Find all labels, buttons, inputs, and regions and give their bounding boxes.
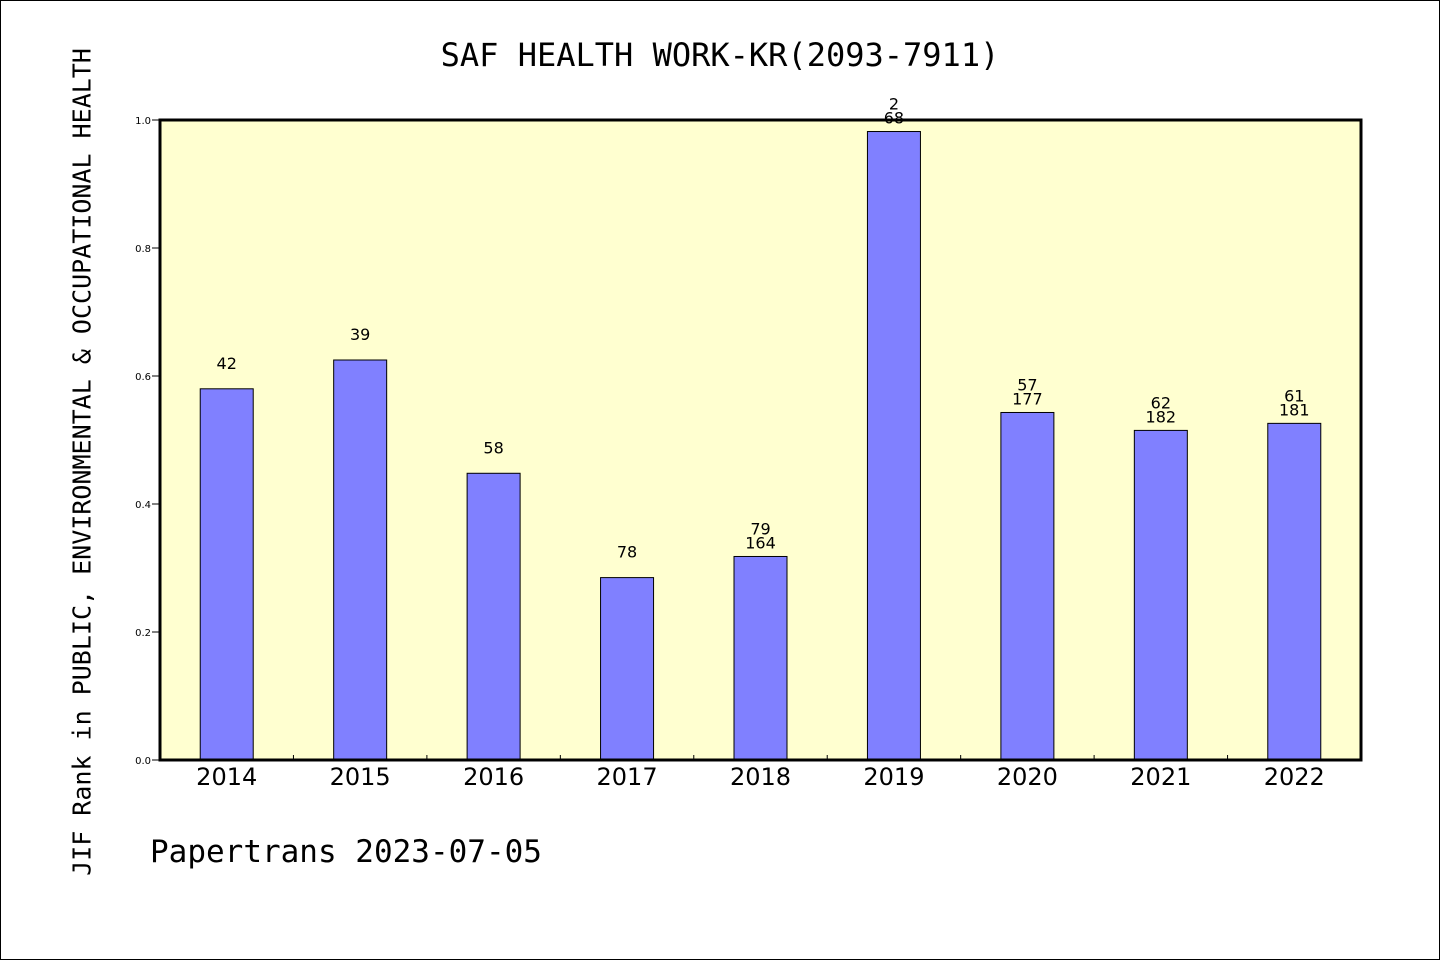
bar [1267,422,1322,761]
bar [733,555,788,761]
y-tick-label: 0.8 [135,244,151,255]
bars [199,131,1322,761]
x-axis-ticks: 2014 2015 2016 2017 2018 2019 2020 2021 2022 [196,755,1325,791]
bar-data-label: 2 [889,95,899,114]
bar-data-label: 62 [1151,393,1171,412]
bar-data-label: 42 [217,354,237,373]
bar-data-label: 61 [1284,386,1304,405]
bar [866,131,921,761]
y-tick-label: 0.2 [135,628,151,639]
y-tick-label: 1.0 [135,116,151,127]
bar [1133,429,1188,761]
x-tick-label: 2019 [863,763,924,791]
bar [199,388,254,761]
x-tick-label: 2020 [997,763,1058,791]
bar [1000,411,1055,761]
x-tick-label: 2018 [730,763,791,791]
bar-data-label: 181 [1279,400,1310,419]
y-axis-ticks: 0.0 0.2 0.4 0.6 0.8 1.0 [135,116,160,767]
x-tick-label: 2016 [463,763,524,791]
bar-data-label: 57 [1017,375,1037,394]
plot-border [158,118,1363,762]
x-tick-label: 2015 [330,763,391,791]
bar-data-label: 177 [1012,389,1043,408]
bar-data-label: 68 [884,109,904,128]
footer-credit: Papertrans 2023-07-05 [150,834,542,870]
y-tick-label: 0.0 [135,756,151,767]
x-tick-label: 2014 [196,763,257,791]
x-tick-label: 2021 [1130,763,1191,791]
bar [466,472,521,761]
bar-data-label: 39 [350,325,370,344]
x-tick-label: 2022 [1264,763,1325,791]
bar-data-label: 182 [1146,407,1177,426]
bar [600,577,655,761]
y-tick-label: 0.4 [135,500,151,511]
chart-title: SAF HEALTH WORK-KR(2093-7911) [440,36,1000,74]
bar-data-label: 79 [750,519,770,538]
bar-data-label: 164 [745,533,776,552]
y-tick-label: 0.6 [135,372,151,383]
bar [333,359,388,761]
bar-data-label: 78 [617,543,637,562]
x-tick-label: 2017 [597,763,658,791]
bar-data-label: 58 [483,438,503,457]
